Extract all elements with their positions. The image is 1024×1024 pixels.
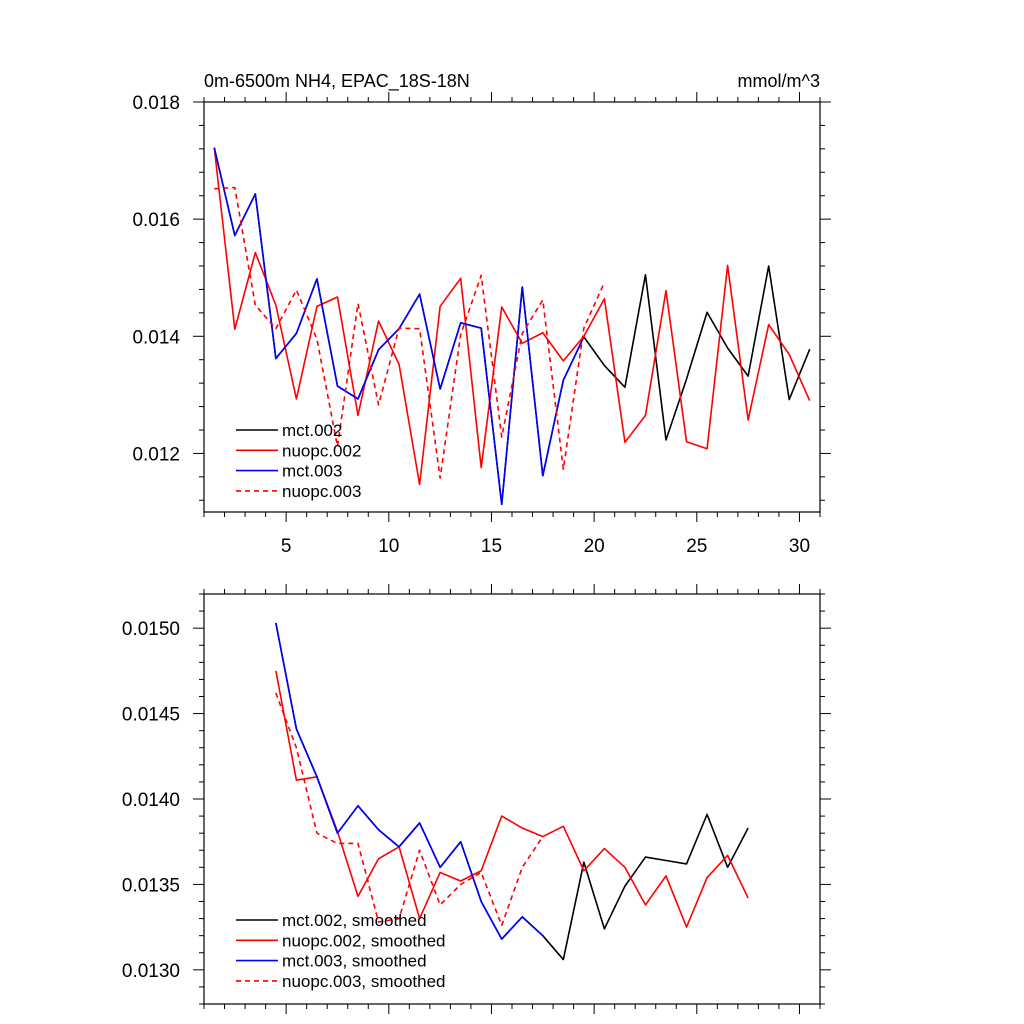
top-legend-label-nuopc-002: nuopc.002	[282, 441, 361, 460]
top-y-tick-label: 0.016	[132, 210, 180, 231]
bottom-y-tick-label: 0.0140	[122, 790, 180, 811]
bottom-y-tick-label: 0.0145	[122, 705, 180, 726]
top-series-nuopc-003	[214, 186, 606, 479]
bottom-legend-label-nuopc-002: nuopc.002, smoothed	[282, 931, 446, 950]
top-chart-legend: mct.002 nuopc.002 mct.003 nuopc.003	[236, 421, 361, 501]
top-x-tick-label: 10	[378, 536, 399, 557]
bottom-legend-label-mct-002: mct.002, smoothed	[282, 911, 427, 930]
top-x-tick-label: 30	[789, 536, 810, 557]
top-chart-panel: 0m-6500m NH4, EPAC_18S-18N mmol/m^3 5 10 1…	[132, 71, 831, 557]
top-x-tick-label: 20	[584, 536, 605, 557]
top-legend-label-mct-003: mct.003	[282, 462, 342, 481]
bottom-y-tick-label: 0.0130	[122, 961, 180, 982]
top-x-tick-label: 25	[686, 536, 707, 557]
top-y-tick-label: 0.014	[132, 327, 180, 348]
bottom-chart-panel: 0.0130 0.0135 0.0140 0.0145 0.0150 mct.002, …	[122, 584, 831, 1014]
bottom-y-tick-label: 0.0150	[122, 619, 180, 640]
top-x-tick-label: 5	[281, 536, 292, 557]
bottom-chart-legend: mct.002, smoothed nuopc.002, smoothed mc…	[236, 911, 446, 991]
top-legend-label-mct-002: mct.002	[282, 421, 342, 440]
bottom-series-mct-003-smoothed	[275, 622, 544, 940]
bottom-series-mct-002-smoothed	[275, 622, 749, 961]
top-chart-marks	[213, 147, 811, 506]
bottom-legend-label-mct-003: mct.003, smoothed	[282, 952, 427, 971]
bottom-series-nuopc-003-smoothed	[275, 692, 544, 927]
top-chart-axes: 5 10 15 20 25 30 0.012 0.014 0.016 0.018	[132, 92, 831, 557]
top-chart-units: mmol/m^3	[738, 71, 820, 91]
top-y-tick-label: 0.018	[132, 93, 180, 114]
bottom-chart-axes: 0.0130 0.0135 0.0140 0.0145 0.0150	[122, 584, 831, 1014]
top-y-tick-label: 0.012	[132, 444, 180, 465]
bottom-legend-label-nuopc-003: nuopc.003, smoothed	[282, 972, 446, 991]
bottom-chart-marks	[275, 622, 749, 961]
top-series-nuopc-002	[213, 147, 811, 486]
top-chart-title: 0m-6500m NH4, EPAC_18S-18N	[204, 71, 470, 92]
top-legend-label-nuopc-003: nuopc.003	[282, 482, 361, 501]
top-x-tick-label: 15	[481, 536, 502, 557]
bottom-y-tick-label: 0.0135	[122, 875, 180, 896]
bottom-series-nuopc-002-smoothed	[275, 670, 749, 928]
